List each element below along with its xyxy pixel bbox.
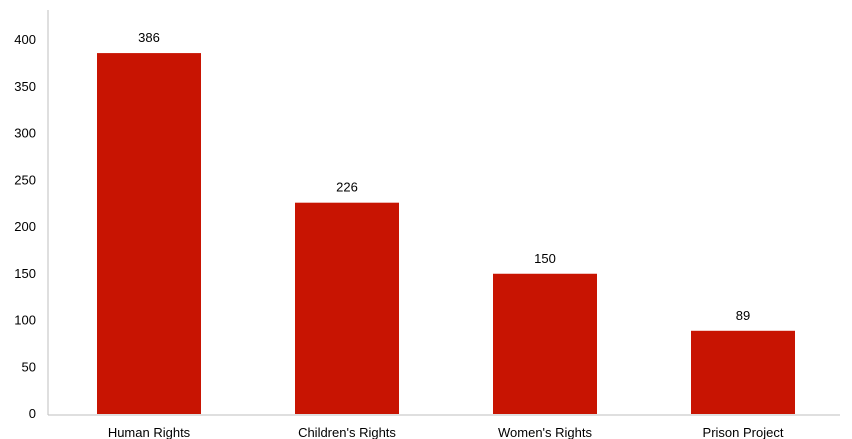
category-labels: Human Rights Children's Rights Women's Rig… xyxy=(108,425,784,439)
category-label: Children's Rights xyxy=(298,425,396,439)
bar xyxy=(97,53,201,415)
category-label: Human Rights xyxy=(108,425,191,439)
data-labels: 386 226 150 89 xyxy=(138,30,750,323)
data-label: 386 xyxy=(138,30,160,45)
y-tick-label: 400 xyxy=(14,32,36,47)
y-tick-label: 350 xyxy=(14,79,36,94)
bar xyxy=(493,273,597,414)
y-tick-label: 0 xyxy=(29,406,36,421)
data-label: 150 xyxy=(534,251,556,266)
y-tick-label: 200 xyxy=(14,219,36,234)
y-tick-label: 300 xyxy=(14,126,36,141)
y-tick-label: 150 xyxy=(14,266,36,281)
data-label: 226 xyxy=(336,180,358,195)
y-tick-label: 100 xyxy=(14,313,36,328)
bars xyxy=(97,53,795,415)
data-label: 89 xyxy=(736,308,750,323)
bar xyxy=(691,330,795,414)
category-label: Prison Project xyxy=(703,425,784,439)
bar xyxy=(295,202,399,414)
y-tick-label: 250 xyxy=(14,172,36,187)
y-axis-ticks: 0 50 100 150 200 250 300 350 400 xyxy=(14,32,36,421)
y-tick-label: 50 xyxy=(22,359,36,374)
category-label: Women's Rights xyxy=(498,425,592,439)
